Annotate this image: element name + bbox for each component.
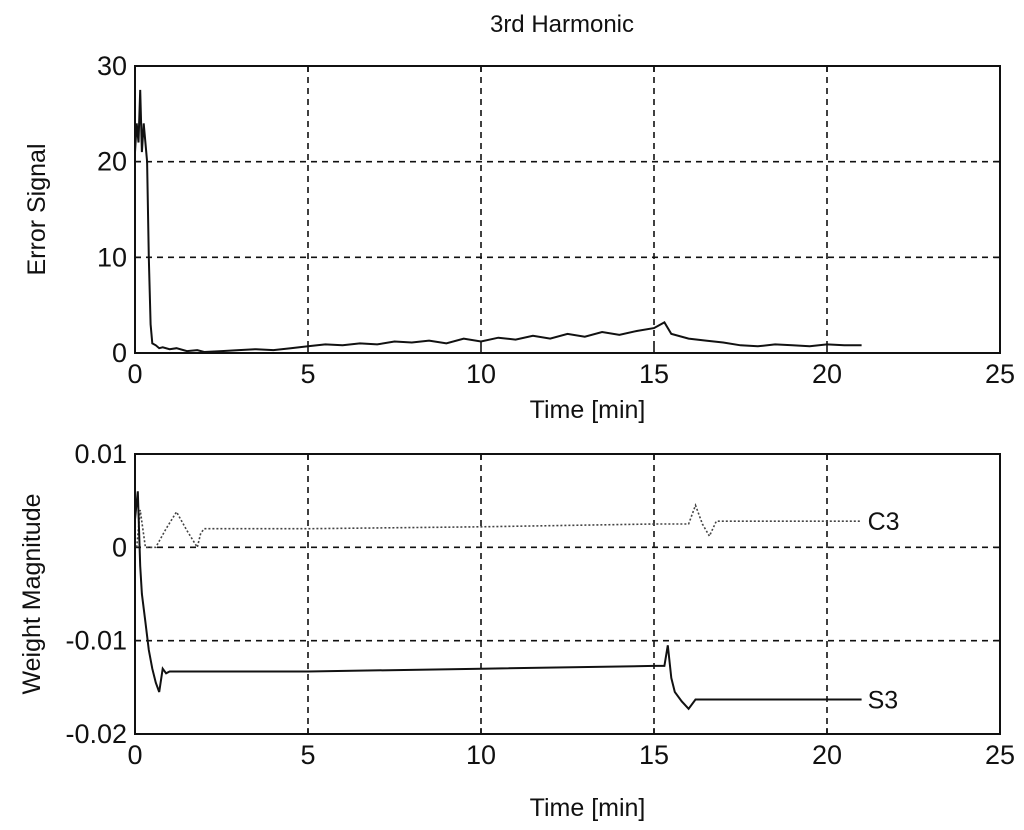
plot-frame [134, 453, 1001, 735]
x-tick-label: 10 [466, 740, 496, 770]
x-tick-label: 25 [985, 359, 1015, 389]
plot-panel-2: 0 5 10 15 20 25 -0.02 -0.01 0 0.01 Time [min] Weigh… [18, 439, 1015, 822]
y-tick-label: 0 [112, 338, 127, 368]
x-tick-label: 25 [985, 740, 1015, 770]
x-axis-label: Time [min] [530, 794, 646, 822]
y-tick-label: 20 [97, 147, 127, 177]
series-line-c3 [135, 502, 862, 550]
x-tick-label: 15 [639, 359, 669, 389]
x-tick-label: 10 [466, 359, 496, 389]
y-tick-label: 30 [97, 51, 127, 81]
series-line-1 [134, 89, 862, 354]
x-tick-label: 20 [812, 740, 842, 770]
x-tick-label: 15 [639, 740, 669, 770]
y-tick-label: 0.01 [74, 439, 127, 469]
y-axis-label: Error Signal [23, 144, 51, 276]
x-tick-label: 20 [812, 359, 842, 389]
series-label-c3: C3 [868, 508, 900, 536]
y-tick-label: -0.01 [65, 626, 127, 656]
x-tick-label: 5 [300, 740, 315, 770]
y-axis-label: Weight Magnitude [18, 493, 46, 694]
x-tick-label: 0 [127, 740, 142, 770]
x-axis-label: Time [min] [530, 396, 646, 424]
y-tick-label: 10 [97, 242, 127, 272]
y-tick-label: -0.02 [65, 719, 127, 749]
x-tick-label: 5 [300, 359, 315, 389]
plot-frame [134, 65, 1001, 354]
x-tick-label: 0 [127, 359, 142, 389]
plot-panel-1: 0 5 10 15 20 25 0 10 20 30 Time [min] Error Signal [23, 51, 1015, 424]
series-line-s3 [134, 491, 862, 711]
series-label-s3: S3 [868, 686, 899, 714]
y-tick-label: 0 [112, 532, 127, 562]
chart-title: 3rd Harmonic [490, 11, 634, 38]
